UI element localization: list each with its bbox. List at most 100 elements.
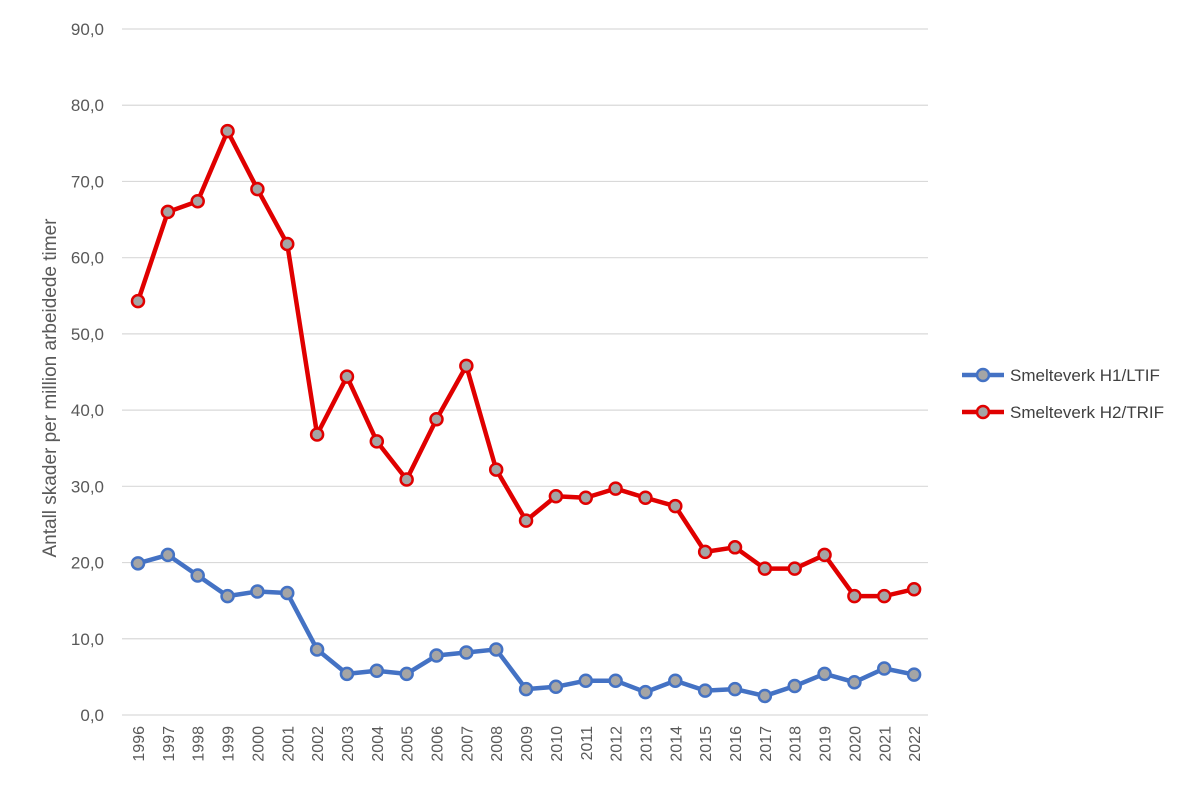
data-point xyxy=(339,666,355,682)
y-tick-label: 50,0 xyxy=(71,325,104,344)
y-tick-label: 30,0 xyxy=(71,477,104,496)
data-point xyxy=(399,472,414,487)
data-point xyxy=(280,585,295,601)
x-tick-label: 2007 xyxy=(459,726,476,762)
data-point xyxy=(757,561,773,576)
x-tick-label: 2008 xyxy=(489,726,506,762)
data-point xyxy=(638,684,653,700)
data-point xyxy=(548,679,564,695)
x-tick-label: 2003 xyxy=(340,726,357,762)
x-tick-label: 2010 xyxy=(549,726,566,762)
y-tick-label: 90,0 xyxy=(71,20,104,39)
x-tick-label: 2019 xyxy=(818,726,835,762)
data-point xyxy=(906,667,922,682)
x-tick-label: 2011 xyxy=(579,726,596,761)
data-point xyxy=(369,663,385,679)
data-point xyxy=(877,661,892,676)
x-tick-label: 2006 xyxy=(430,726,447,762)
legend-item: Smelteverk H2/TRIF xyxy=(962,403,1164,422)
y-tick-label: 60,0 xyxy=(71,249,104,268)
data-point xyxy=(369,434,385,449)
data-point xyxy=(727,681,743,697)
x-tick-label: 1996 xyxy=(131,726,148,762)
data-point xyxy=(459,358,474,374)
x-tick-label: 2004 xyxy=(370,726,387,762)
data-point xyxy=(160,204,176,220)
y-tick-label: 20,0 xyxy=(71,554,104,573)
data-point xyxy=(399,666,414,682)
x-tick-label: 2000 xyxy=(250,726,267,762)
x-tick-label: 2018 xyxy=(788,726,805,762)
data-point xyxy=(518,681,534,697)
x-tick-label: 2016 xyxy=(728,726,745,762)
legend-label: Smelteverk H1/LTIF xyxy=(1010,366,1160,385)
legend-label: Smelteverk H2/TRIF xyxy=(1010,403,1164,422)
x-tick-label: 2014 xyxy=(668,726,685,762)
x-tick-label: 2012 xyxy=(609,726,626,762)
data-point xyxy=(697,544,713,560)
legend-swatch-marker xyxy=(975,404,991,420)
data-point xyxy=(608,673,623,688)
data-point xyxy=(280,236,295,252)
data-point xyxy=(488,462,504,477)
x-tick-label: 1997 xyxy=(161,726,178,762)
x-tick-label: 2020 xyxy=(847,726,864,762)
data-point xyxy=(727,540,743,555)
data-point xyxy=(488,642,504,657)
x-tick-label: 2021 xyxy=(877,726,894,762)
y-axis-label: Antall skader per million arbeidede time… xyxy=(40,218,61,558)
series-2 xyxy=(130,123,922,604)
data-point xyxy=(877,588,892,604)
data-point xyxy=(578,490,593,506)
series-line xyxy=(135,552,917,699)
x-tick-label: 2015 xyxy=(698,726,715,762)
data-point xyxy=(787,561,802,576)
data-point xyxy=(787,678,802,694)
data-point xyxy=(817,666,832,682)
data-point xyxy=(847,588,862,604)
data-point xyxy=(220,588,235,604)
data-point xyxy=(608,481,623,496)
legend-item: Smelteverk H1/LTIF xyxy=(962,366,1160,385)
data-point xyxy=(578,673,593,688)
x-tick-label: 1999 xyxy=(221,726,238,762)
data-point xyxy=(518,513,534,528)
data-point xyxy=(757,688,773,704)
data-point xyxy=(309,427,325,442)
x-tick-label: 2005 xyxy=(400,726,417,762)
y-tick-label: 40,0 xyxy=(71,401,104,420)
data-point xyxy=(697,683,713,698)
x-tick-label: 1998 xyxy=(191,726,208,762)
y-axis-ticks: 0,0 10,0 20,0 30,0 40,0 50,0 60,0 70,0 80,0 90,0 xyxy=(71,20,104,725)
series-layer xyxy=(130,123,922,704)
data-point xyxy=(817,547,832,563)
data-point xyxy=(220,123,235,139)
data-point xyxy=(459,645,474,660)
gridlines xyxy=(122,28,928,716)
series-1 xyxy=(130,547,922,704)
x-tick-label: 2002 xyxy=(310,726,327,762)
data-point xyxy=(160,547,176,563)
data-point xyxy=(250,584,265,599)
data-point xyxy=(250,181,265,197)
y-tick-label: 10,0 xyxy=(71,630,104,649)
x-axis-ticks: 1996 1997 1998 1999 2000 2001 2002 2003 2004 2005… xyxy=(131,726,924,762)
data-point xyxy=(130,556,146,571)
data-point xyxy=(339,369,355,384)
y-tick-label: 0,0 xyxy=(80,706,104,725)
data-point xyxy=(548,488,564,504)
y-tick-label: 70,0 xyxy=(71,172,104,191)
x-tick-label: 2013 xyxy=(638,726,655,762)
data-point xyxy=(190,194,205,209)
data-point xyxy=(668,673,683,688)
data-point xyxy=(906,581,922,597)
data-point xyxy=(638,490,653,506)
data-point xyxy=(429,648,444,663)
legend-swatch-marker xyxy=(975,367,991,383)
data-point xyxy=(847,674,862,690)
x-tick-label: 2009 xyxy=(519,726,536,762)
data-point xyxy=(429,412,444,427)
data-point xyxy=(668,498,683,514)
data-point xyxy=(190,568,205,583)
